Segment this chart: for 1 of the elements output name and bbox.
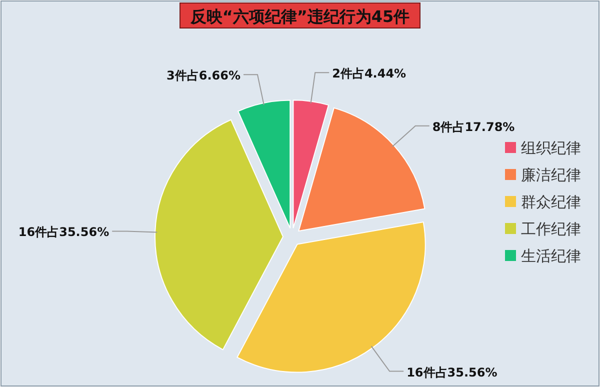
title: 反映“六项纪律”违纪行为45件 <box>190 7 410 26</box>
